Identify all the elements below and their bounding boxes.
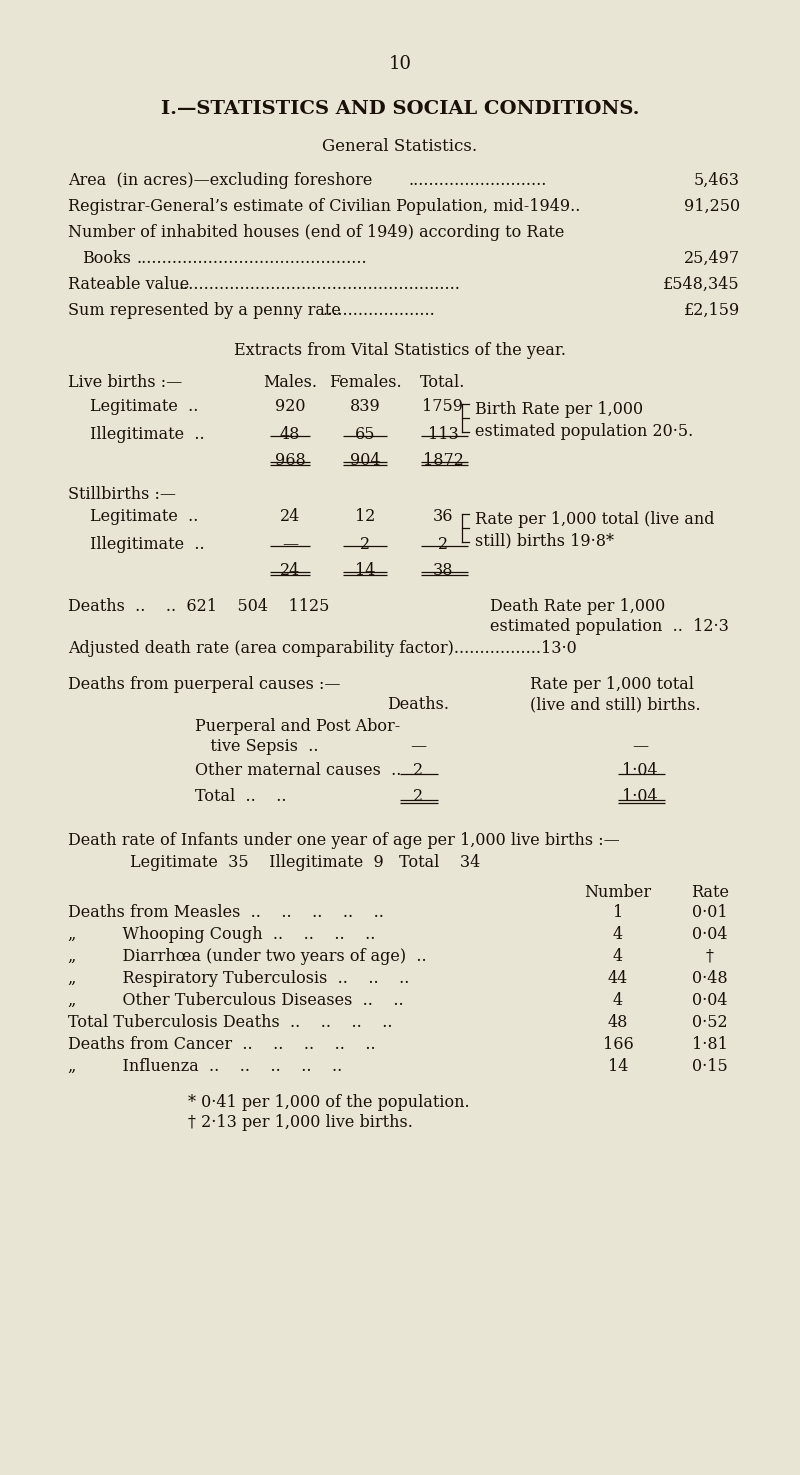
Text: Rate: Rate [691,884,729,901]
Text: Adjusted death rate (area comparability factor).................13·0: Adjusted death rate (area comparability … [68,640,577,656]
Text: (live and still) births.: (live and still) births. [530,696,701,712]
Text: 1872: 1872 [422,451,463,469]
Text: 24: 24 [280,507,300,525]
Text: 5,463: 5,463 [694,173,740,189]
Text: 4: 4 [613,948,623,965]
Text: 0·48: 0·48 [692,971,728,987]
Text: ...........................: ........................... [408,173,546,189]
Text: 2: 2 [413,788,423,805]
Text: estimated population 20·5.: estimated population 20·5. [475,422,694,440]
Text: Legitimate  35    Illegitimate  9   Total    34: Legitimate 35 Illegitimate 9 Total 34 [130,854,480,872]
Text: 14: 14 [608,1058,628,1075]
Text: Rate per 1,000 total: Rate per 1,000 total [530,676,694,693]
Text: „         Whooping Cough  ..    ..    ..    ..: „ Whooping Cough .. .. .. .. [68,926,375,943]
Text: 0·04: 0·04 [692,993,728,1009]
Text: Legitimate  ..: Legitimate .. [90,507,198,525]
Text: 91,250: 91,250 [684,198,740,215]
Text: Birth Rate per 1,000: Birth Rate per 1,000 [475,401,643,417]
Text: 48: 48 [608,1013,628,1031]
Text: 0·01: 0·01 [692,904,728,920]
Text: 2: 2 [360,535,370,553]
Text: General Statistics.: General Statistics. [322,139,478,155]
Text: Live births :—: Live births :— [68,375,182,391]
Text: † 2·13 per 1,000 live births.: † 2·13 per 1,000 live births. [188,1114,413,1131]
Text: Illegitimate  ..: Illegitimate .. [90,535,205,553]
Text: Total  ..    ..: Total .. .. [195,788,286,805]
Text: 1·04: 1·04 [622,788,658,805]
Text: Sum represented by a penny rate: Sum represented by a penny rate [68,302,341,319]
Text: 1·81: 1·81 [692,1035,728,1053]
Text: Rate per 1,000 total (live and: Rate per 1,000 total (live and [475,510,714,528]
Text: „         Other Tuberculous Diseases  ..    ..: „ Other Tuberculous Diseases .. .. [68,993,404,1009]
Text: .............................................: ........................................… [136,249,366,267]
Text: „         Diarrhœa (under two years of age)  ..: „ Diarrhœa (under two years of age) .. [68,948,426,965]
Text: Total Tuberculosis Deaths  ..    ..    ..    ..: Total Tuberculosis Deaths .. .. .. .. [68,1013,393,1031]
Text: 968: 968 [274,451,306,469]
Text: I.—STATISTICS AND SOCIAL CONDITIONS.: I.—STATISTICS AND SOCIAL CONDITIONS. [161,100,639,118]
Text: 48: 48 [280,426,300,442]
Text: 12: 12 [355,507,375,525]
Text: Total.: Total. [420,375,466,391]
Text: Illegitimate  ..: Illegitimate .. [90,426,205,442]
Text: 10: 10 [389,55,411,72]
Text: 25,497: 25,497 [684,249,740,267]
Text: Rateable value: Rateable value [68,276,190,294]
Text: —: — [282,535,298,553]
Text: still) births 19·8*: still) births 19·8* [475,532,614,550]
Text: Deaths from puerperal causes :—: Deaths from puerperal causes :— [68,676,341,693]
Text: 0·15: 0·15 [692,1058,728,1075]
Text: 904: 904 [350,451,380,469]
Text: 0·04: 0·04 [692,926,728,943]
Text: tive Sepsis  ..: tive Sepsis .. [195,738,318,755]
Text: Males.: Males. [263,375,317,391]
Text: 2: 2 [413,763,423,779]
Text: Number: Number [585,884,651,901]
Text: 1759: 1759 [422,398,463,414]
Text: 166: 166 [602,1035,634,1053]
Text: 65: 65 [354,426,375,442]
Text: Puerperal and Post Abor-: Puerperal and Post Abor- [195,718,400,735]
Text: 113: 113 [428,426,458,442]
Text: Area  (in acres)—excluding foreshore: Area (in acres)—excluding foreshore [68,173,372,189]
Text: 839: 839 [350,398,380,414]
Text: £2,159: £2,159 [684,302,740,319]
Text: „         Respiratory Tuberculosis  ..    ..    ..: „ Respiratory Tuberculosis .. .. .. [68,971,410,987]
Text: Death Rate per 1,000: Death Rate per 1,000 [490,597,666,615]
Text: 1·04: 1·04 [622,763,658,779]
Text: 14: 14 [355,562,375,580]
Text: 920: 920 [274,398,306,414]
Text: * 0·41 per 1,000 of the population.: * 0·41 per 1,000 of the population. [188,1094,470,1111]
Text: Deaths from Cancer  ..    ..    ..    ..    ..: Deaths from Cancer .. .. .. .. .. [68,1035,376,1053]
Text: —: — [632,738,648,755]
Text: 0·52: 0·52 [692,1013,728,1031]
Text: †: † [706,948,714,965]
Text: Extracts from Vital Statistics of the year.: Extracts from Vital Statistics of the ye… [234,342,566,358]
Text: estimated population  ..  12·3: estimated population .. 12·3 [490,618,729,636]
Text: Registrar-General’s estimate of Civilian Population, mid-1949..: Registrar-General’s estimate of Civilian… [68,198,580,215]
Text: ......................: ...................... [322,302,434,319]
Text: 36: 36 [433,507,454,525]
Text: Death rate of Infants under one year of age per 1,000 live births :—: Death rate of Infants under one year of … [68,832,620,850]
Text: Deaths from Measles  ..    ..    ..    ..    ..: Deaths from Measles .. .. .. .. .. [68,904,384,920]
Text: 38: 38 [433,562,454,580]
Text: „         Influenza  ..    ..    ..    ..    ..: „ Influenza .. .. .. .. .. [68,1058,342,1075]
Text: 24: 24 [280,562,300,580]
Text: Legitimate  ..: Legitimate .. [90,398,198,414]
Text: £548,345: £548,345 [663,276,740,294]
Text: Number of inhabited houses (end of 1949) according to Rate: Number of inhabited houses (end of 1949)… [68,224,564,240]
Text: —: — [410,738,426,755]
Text: Deaths.: Deaths. [387,696,449,712]
Text: 2: 2 [438,535,448,553]
Text: Books: Books [82,249,131,267]
Text: .......................................................: ........................................… [178,276,460,294]
Text: 4: 4 [613,993,623,1009]
Text: 1: 1 [613,904,623,920]
Text: Other maternal causes  ..: Other maternal causes .. [195,763,402,779]
Text: Deaths  ..    ..  621    504    1125: Deaths .. .. 621 504 1125 [68,597,330,615]
Text: Females.: Females. [329,375,402,391]
Text: Stillbirths :—: Stillbirths :— [68,485,176,503]
Text: 44: 44 [608,971,628,987]
Text: 4: 4 [613,926,623,943]
